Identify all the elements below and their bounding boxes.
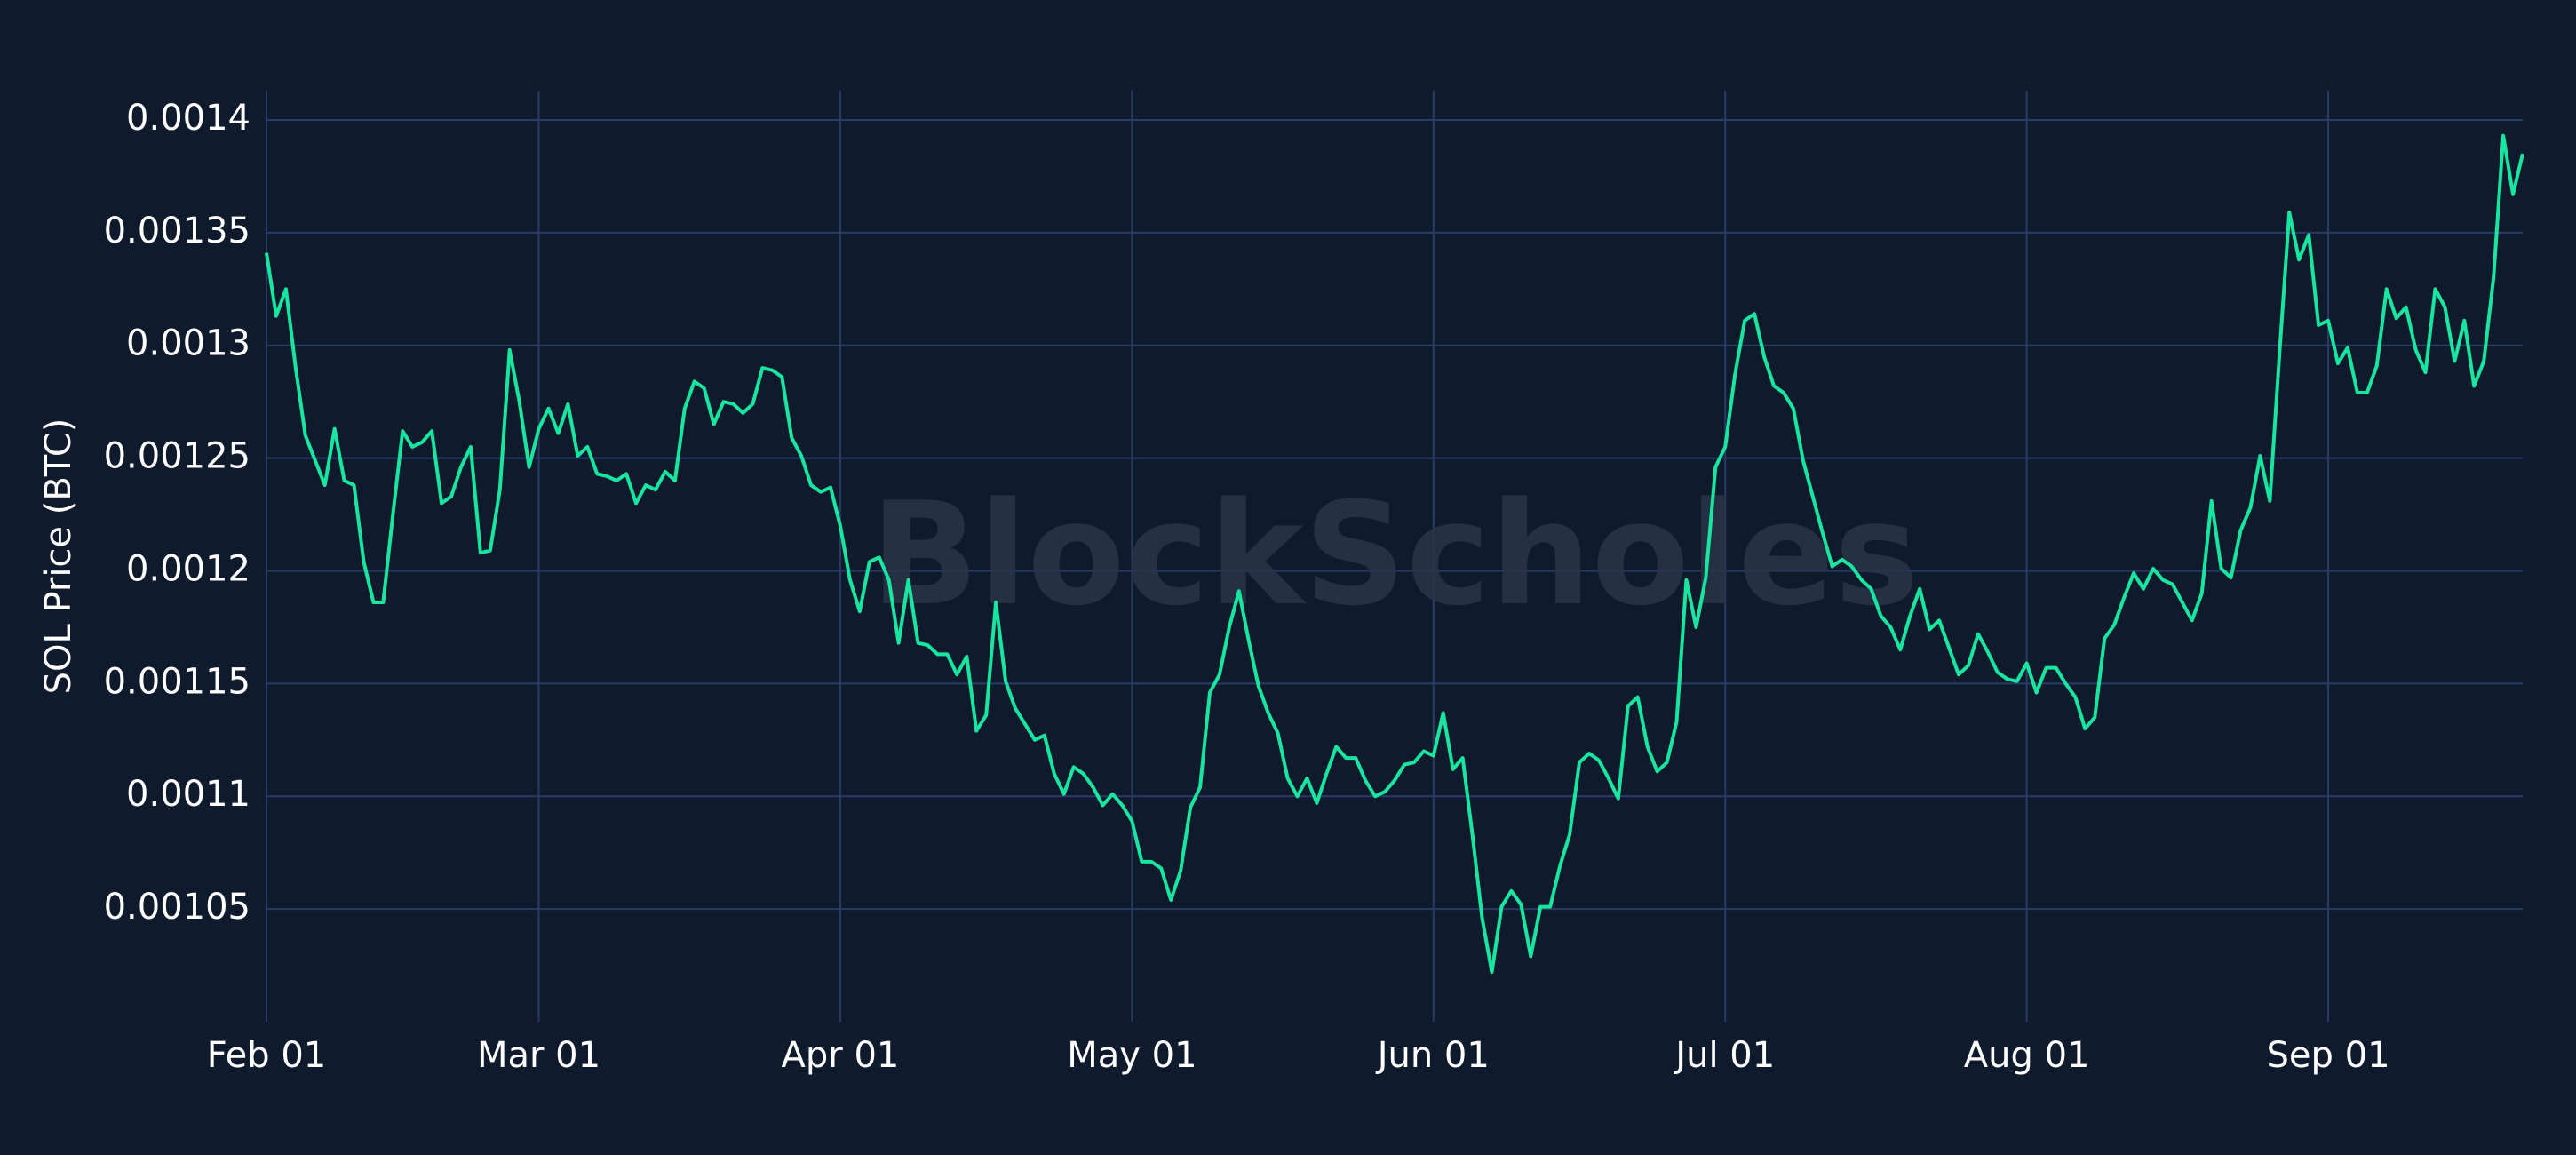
y-tick-label: 0.00115 (104, 661, 250, 702)
y-tick-label: 0.00135 (104, 211, 250, 251)
y-tick-label: 0.0013 (126, 323, 250, 364)
price-line (265, 133, 2524, 975)
labels: 0.00105 0.0011 0.00115 0.0012 0.00125 0.0013 0… (104, 98, 2390, 1076)
watermark: BlockScholes (871, 471, 1919, 637)
grid (266, 91, 2523, 1022)
y-tick-label: 0.0011 (126, 774, 250, 815)
x-tick-label: Aug 01 (1964, 1035, 2090, 1076)
y-tick-label: 0.00105 (104, 887, 250, 928)
y-tick-label: 0.0012 (126, 548, 250, 589)
x-tick-label: Apr 01 (782, 1035, 900, 1076)
x-tick-label: Sep 01 (2267, 1035, 2390, 1076)
plot (265, 133, 2524, 975)
x-tick-label: Jul 01 (1673, 1035, 1775, 1076)
x-tick-label: Feb 01 (207, 1035, 326, 1076)
x-tick-label: May 01 (1067, 1035, 1197, 1076)
x-tick-label: Jun 01 (1375, 1035, 1490, 1076)
y-axis-title: SOL Price (BTC) (38, 418, 79, 695)
x-tick-label: Mar 01 (477, 1035, 600, 1076)
y-tick-label: 0.00125 (104, 436, 250, 477)
y-tick-label: 0.0014 (126, 98, 250, 139)
